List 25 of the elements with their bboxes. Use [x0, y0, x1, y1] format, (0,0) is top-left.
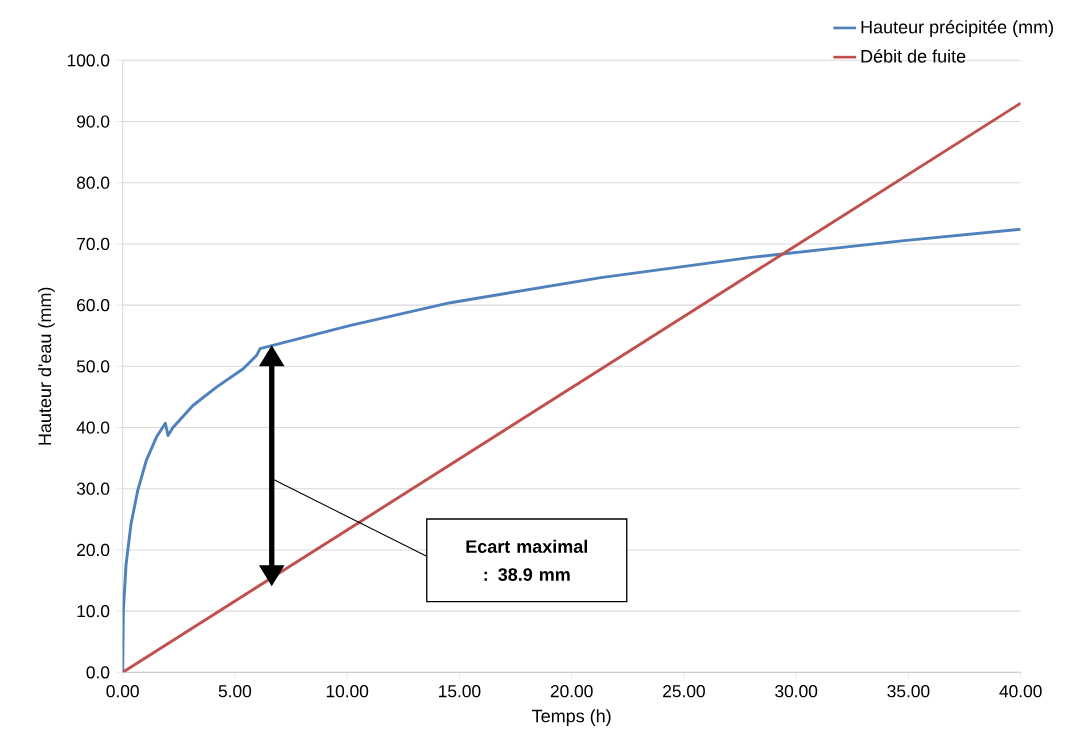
y-axis-title: Hauteur d'eau (mm)	[37, 287, 55, 445]
x-tick-label: 20.00	[550, 685, 593, 698]
x-tick-label: 10.00	[326, 685, 369, 698]
y-tick-label: 40.0	[76, 421, 110, 434]
y-tick-label: 90.0	[77, 115, 110, 128]
y-tick-label: 80.0	[76, 176, 110, 189]
x-tick-label: 5.00	[218, 685, 252, 698]
y-tick-label: 70.0	[77, 237, 110, 251]
y-tick-label: 10.0	[77, 604, 110, 618]
x-axis-title: Temps (h)	[532, 709, 611, 726]
x-tick-label: 40.00	[999, 685, 1042, 698]
x-tick-label: 30.00	[775, 685, 818, 698]
y-tick-label: 0.0	[86, 666, 110, 679]
y-tick-label: 20.0	[77, 543, 110, 557]
x-tick-label: 25.00	[663, 685, 705, 698]
y-tick-label: 60.0	[77, 298, 110, 312]
x-tick-label: 0.00	[106, 685, 139, 698]
legend-label: Débit de fuite	[861, 49, 966, 63]
y-tick-label: 100.0	[67, 54, 110, 67]
y-tick-label: 50.0	[76, 360, 110, 373]
legend-label: Hauteur précipitée (mm)	[861, 20, 1053, 38]
y-tick-label: 30.0	[76, 482, 110, 495]
x-tick-label: 15.00	[439, 685, 481, 698]
x-tick-label: 35.00	[887, 685, 930, 698]
annotation: Ecart maximal : 38.9 mm	[466, 539, 587, 581]
